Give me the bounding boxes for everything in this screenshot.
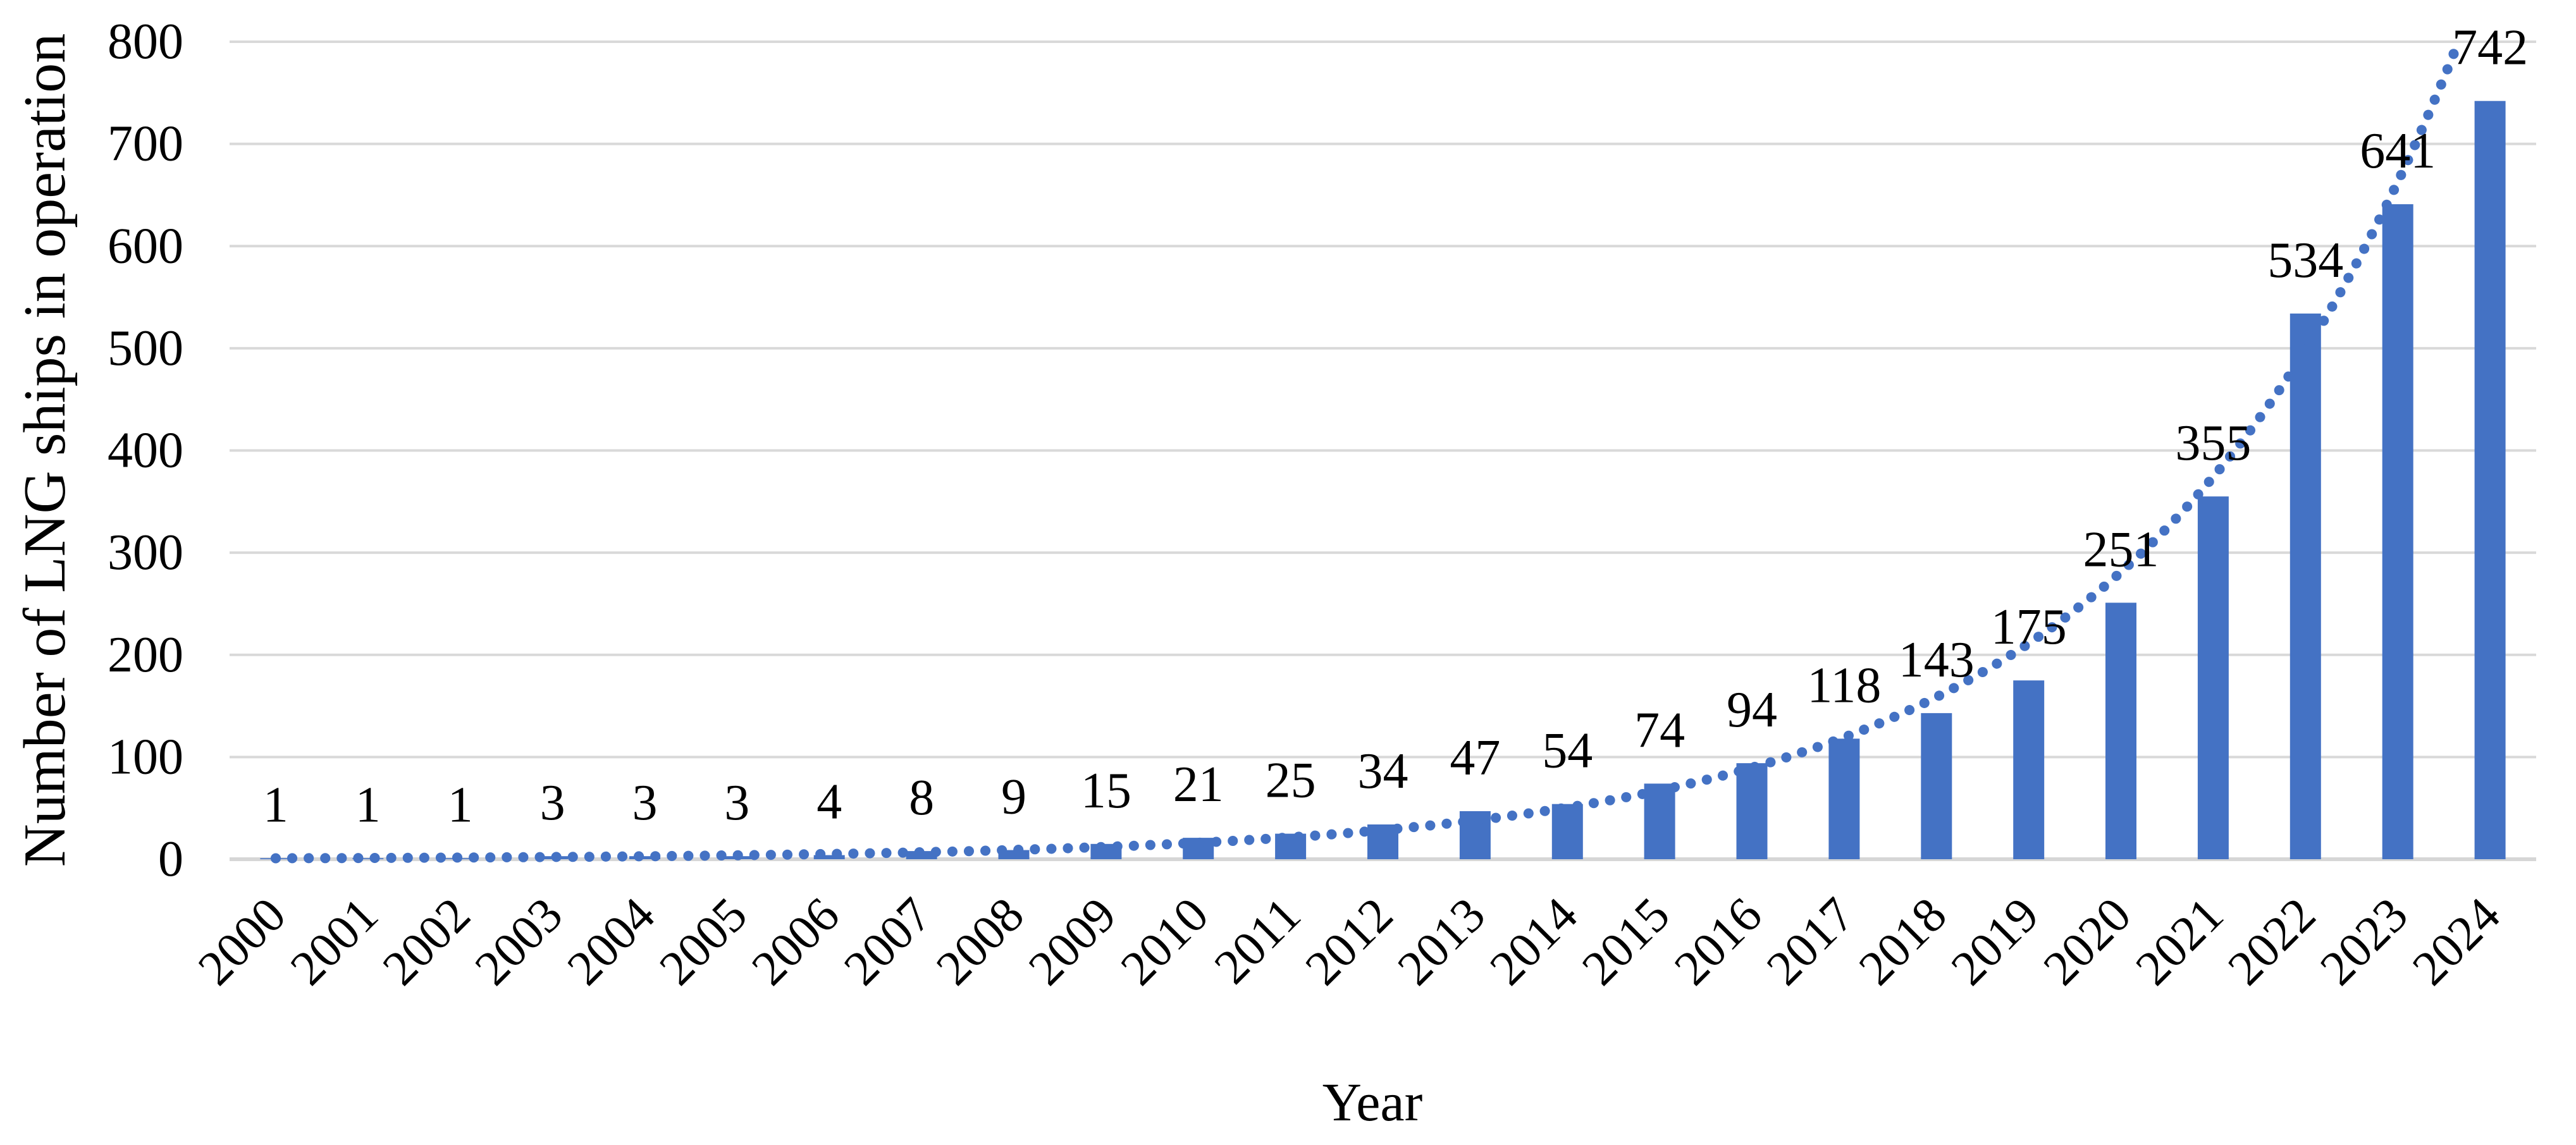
data-label: 3 [540, 775, 565, 831]
data-label: 21 [1173, 757, 1224, 812]
y-tick-label: 400 [108, 423, 183, 479]
y-axis-title: Number of LNG ships in operation [12, 34, 78, 867]
data-label: 54 [1542, 723, 1593, 779]
y-tick-label: 0 [158, 831, 183, 887]
x-tick-label: 2016 [1663, 887, 1772, 996]
data-label: 8 [909, 770, 934, 826]
x-tick-label: 2005 [648, 887, 757, 996]
trendline-dotted [270, 40, 2462, 864]
data-label: 3 [724, 775, 749, 831]
y-tick-label: 800 [108, 14, 183, 70]
data-label: 118 [1807, 658, 1881, 713]
data-label: 143 [1899, 632, 1975, 688]
bar [629, 856, 660, 859]
bar [2105, 603, 2136, 859]
data-label: 15 [1081, 763, 1131, 819]
x-tick-label: 2021 [2125, 887, 2234, 996]
x-tick-label: 2010 [1110, 887, 1219, 996]
y-tick-label: 200 [108, 627, 183, 683]
bar [1736, 763, 1768, 859]
data-label: 355 [2175, 415, 2251, 471]
data-label: 534 [2267, 233, 2343, 288]
data-label: 74 [1634, 702, 1685, 758]
data-label: 34 [1358, 744, 1408, 799]
bar [2013, 680, 2045, 859]
y-tick-label: 600 [108, 218, 183, 274]
x-tick-label: 2007 [833, 887, 942, 996]
data-label: 4 [817, 775, 842, 830]
x-tick-label: 2013 [1387, 887, 1496, 996]
x-tick-label: 2004 [557, 887, 665, 996]
data-label: 94 [1727, 682, 1777, 738]
x-tick-label: 2011 [1204, 887, 1311, 995]
data-labels: 1 1 1 3 3 3 4 8 9 15 21 25 34 47 54 74 94 118 143175251355… [263, 20, 2528, 833]
y-tick-label: 100 [108, 729, 183, 785]
bar [2289, 313, 2321, 859]
x-axis-title: Year [1322, 1072, 1422, 1132]
x-tick-label: 2019 [1940, 887, 2049, 996]
data-label: 1 [355, 777, 381, 833]
y-tick-label: 700 [108, 116, 183, 172]
x-tick-label: 2012 [1295, 887, 1403, 996]
data-label: 47 [1450, 730, 1500, 786]
data-label: 25 [1266, 753, 1316, 809]
x-tick-label: 2009 [1018, 887, 1126, 996]
x-tick-label: 2001 [280, 887, 388, 996]
x-axis-ticks: 2000200120022003200420052006200720082009… [187, 887, 2510, 996]
x-tick-label: 2023 [2309, 887, 2418, 996]
data-label: 3 [632, 775, 658, 831]
bar [1551, 804, 1583, 859]
x-tick-label: 2024 [2401, 887, 2510, 996]
x-tick-label: 2022 [2217, 887, 2326, 996]
x-tick-label: 2003 [464, 887, 573, 996]
y-axis-ticks: 0 100 200 300 400 500 600 700 800 [108, 14, 183, 887]
data-label: 641 [2360, 123, 2436, 179]
data-label: 1 [263, 777, 288, 833]
x-tick-label: 2017 [1756, 887, 1864, 996]
x-tick-label: 2006 [741, 887, 849, 996]
gridlines [230, 40, 2536, 861]
y-tick-label: 300 [108, 525, 183, 580]
data-label: 742 [2452, 20, 2528, 76]
bar [1921, 713, 1952, 859]
bar [352, 858, 384, 859]
x-tick-label: 2000 [187, 887, 296, 996]
x-tick-label: 2008 [925, 887, 1034, 996]
bar [2474, 101, 2506, 860]
bar [2197, 496, 2229, 859]
x-tick-label: 2018 [1848, 887, 1957, 996]
data-label: 9 [1001, 769, 1026, 825]
data-label: 1 [448, 777, 473, 833]
data-label: 175 [1991, 599, 2067, 655]
bar [813, 855, 845, 859]
x-tick-label: 2015 [1571, 887, 1680, 996]
bar [1828, 738, 1860, 859]
bar [1644, 783, 1675, 859]
x-tick-label: 2014 [1479, 887, 1587, 996]
data-label: 251 [2083, 522, 2159, 577]
bar [2382, 204, 2413, 859]
x-tick-label: 2002 [372, 887, 481, 996]
trendline-series [270, 40, 2462, 864]
x-tick-label: 2020 [2033, 887, 2142, 996]
y-tick-label: 500 [108, 321, 183, 376]
